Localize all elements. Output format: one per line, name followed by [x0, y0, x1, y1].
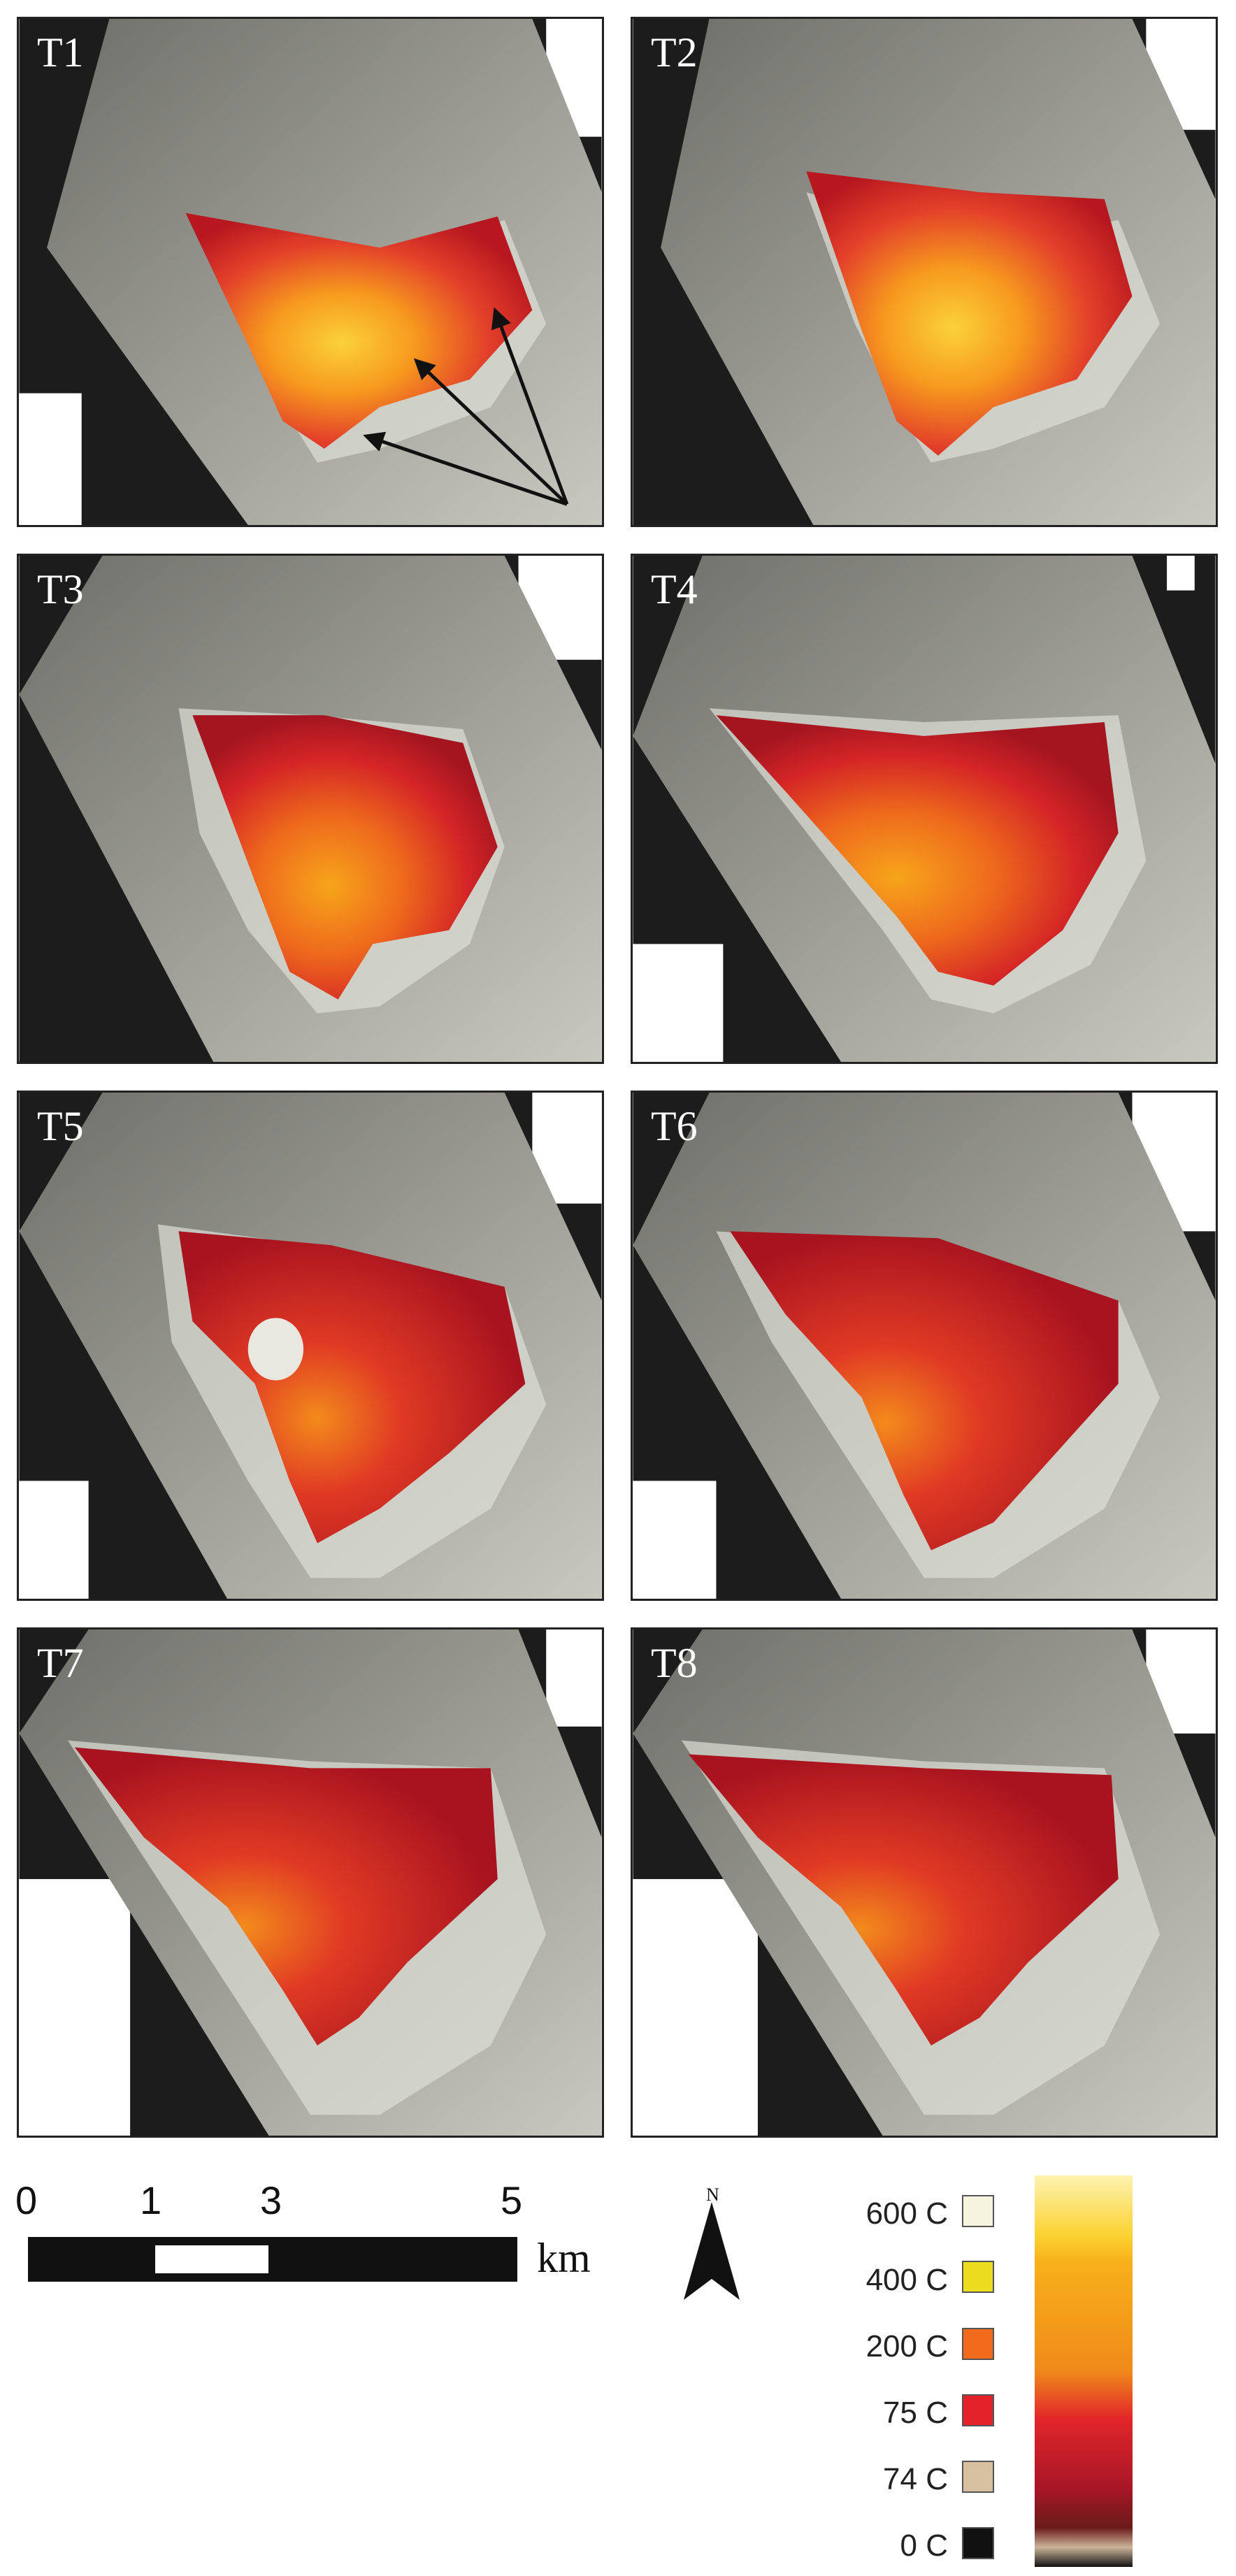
- legend-label: 75 C: [883, 2396, 948, 2430]
- map-panel-t1: T1: [17, 17, 604, 527]
- legend-swatch: [962, 2261, 994, 2293]
- thermal-map-t3: [19, 556, 602, 1062]
- legend-label: 74 C: [883, 2462, 948, 2496]
- panel-label: T3: [37, 566, 84, 612]
- legend-swatch: [962, 2394, 994, 2426]
- map-panel-t8: T8: [631, 1627, 1218, 2138]
- panel-label: T6: [651, 1103, 698, 1149]
- north-arrow-icon: [684, 2202, 740, 2300]
- scale-tick-3: 3: [260, 2178, 282, 2222]
- thermal-map-t7: [19, 1629, 602, 2136]
- legend-swatch: [962, 2527, 994, 2559]
- map-panel-t6: T6: [631, 1091, 1218, 1601]
- panel-label: T5: [37, 1103, 84, 1149]
- thermal-map-t2: [633, 19, 1216, 525]
- scale-bar-graphic: [28, 2237, 517, 2282]
- panel-label: T4: [651, 566, 698, 612]
- legend-swatch: [962, 2461, 994, 2493]
- legend-label: 0 C: [900, 2528, 948, 2563]
- thermal-map-t8: [633, 1629, 1216, 2136]
- thermal-map-t5: [19, 1093, 602, 1599]
- map-panel-t7: T7: [17, 1627, 604, 2138]
- thermal-map-t6: [633, 1093, 1216, 1599]
- map-panel-t2: T2: [631, 17, 1218, 527]
- legend-label: 400 C: [865, 2263, 948, 2297]
- legend-label: 600 C: [865, 2196, 948, 2231]
- panel-label: T8: [651, 1640, 698, 1686]
- scale-tick-5: 5: [501, 2178, 523, 2222]
- panel-label: T2: [651, 29, 698, 75]
- north-label: N: [706, 2185, 719, 2205]
- map-panel-t4: T4: [631, 554, 1218, 1064]
- legend-label: 200 C: [865, 2329, 948, 2363]
- legend-swatch: [962, 2195, 994, 2227]
- map-panel-t5: T5: [17, 1091, 604, 1601]
- scale-unit: km: [537, 2235, 591, 2281]
- thermal-map-t1: [19, 19, 602, 525]
- panel-label: T7: [37, 1640, 84, 1686]
- panel-label: T1: [37, 29, 84, 75]
- scale-tick-1: 1: [140, 2178, 162, 2222]
- legend-swatch: [962, 2328, 994, 2360]
- legend-colorbar: [1035, 2175, 1133, 2567]
- map-panel-t3: T3: [17, 554, 604, 1064]
- thermal-map-t4: [633, 556, 1216, 1062]
- scale-tick-0: 0: [15, 2178, 38, 2222]
